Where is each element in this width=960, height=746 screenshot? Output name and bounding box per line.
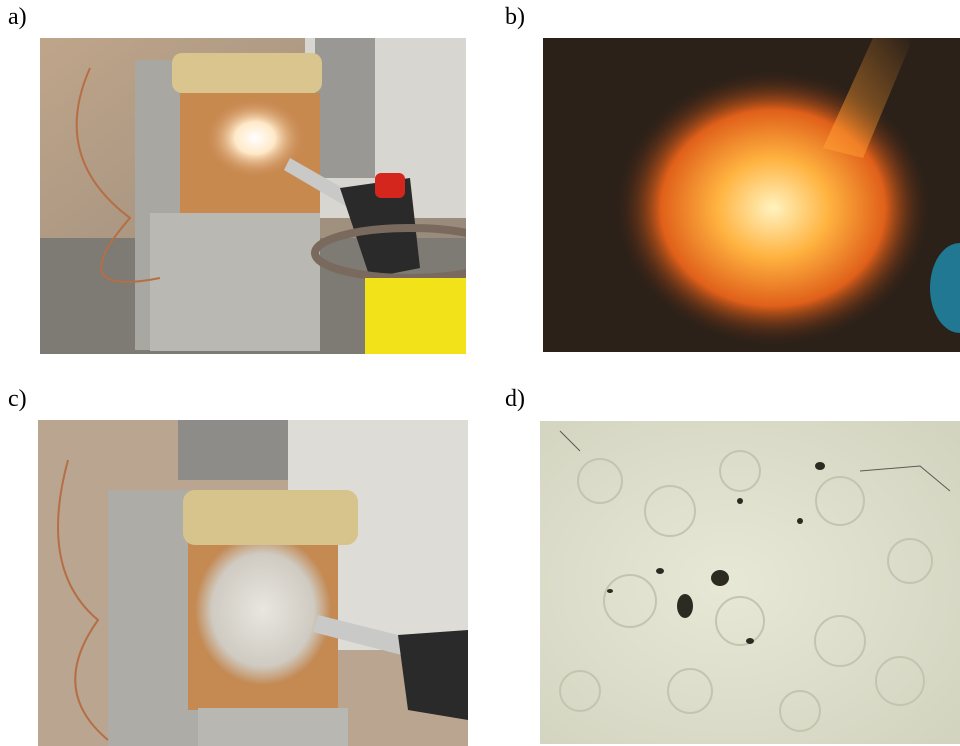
panel-label: c) bbox=[8, 386, 27, 413]
photo-b bbox=[543, 38, 960, 352]
photo-d bbox=[540, 421, 960, 744]
figure: a) b) c) d) bbox=[0, 0, 960, 746]
photo-a bbox=[40, 38, 466, 354]
panel-label: a) bbox=[8, 4, 27, 31]
panel-label: b) bbox=[505, 4, 525, 31]
panel-label: d) bbox=[505, 386, 525, 413]
photo-c bbox=[38, 420, 468, 746]
